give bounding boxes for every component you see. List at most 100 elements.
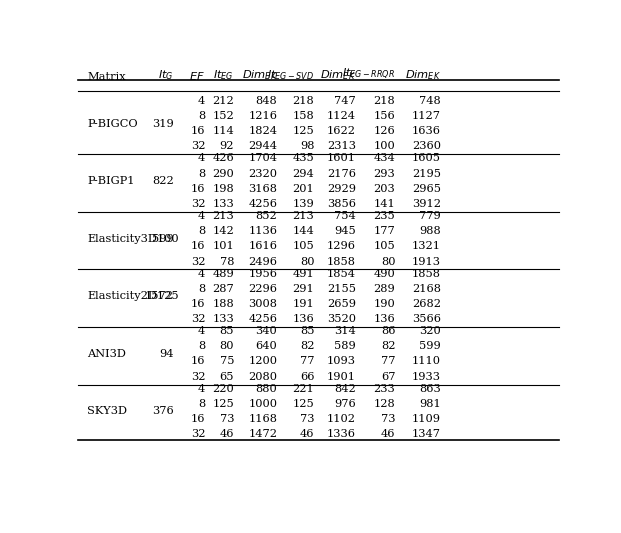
Text: 1472: 1472 [248,429,278,439]
Text: 82: 82 [381,341,396,351]
Text: 1572: 1572 [145,292,174,301]
Text: 2176: 2176 [327,168,356,179]
Text: 73: 73 [220,414,234,424]
Text: 2320: 2320 [248,168,278,179]
Text: 133: 133 [212,199,234,209]
Text: 3008: 3008 [248,299,278,309]
Text: 1110: 1110 [412,357,441,367]
Text: 294: 294 [292,168,314,179]
Text: 1854: 1854 [327,269,356,279]
Text: 32: 32 [191,199,205,209]
Text: $It_{EG}$: $It_{EG}$ [214,69,234,83]
Text: ANI3D: ANI3D [87,349,126,359]
Text: Elasticity2D125: Elasticity2D125 [87,292,179,301]
Text: 1200: 1200 [248,357,278,367]
Text: 2313: 2313 [327,141,356,151]
Text: 863: 863 [419,384,441,394]
Text: 152: 152 [212,111,234,121]
Text: 589: 589 [334,341,356,351]
Text: 8: 8 [198,226,205,236]
Text: 32: 32 [191,141,205,151]
Text: 213: 213 [212,211,234,221]
Text: 218: 218 [292,96,314,106]
Text: 1601: 1601 [327,154,356,164]
Text: 4256: 4256 [248,314,278,324]
Text: 2659: 2659 [327,299,356,309]
Text: 1824: 1824 [248,126,278,136]
Text: 842: 842 [334,384,356,394]
Text: 8: 8 [198,399,205,409]
Text: 489: 489 [212,269,234,279]
Text: 8: 8 [198,168,205,179]
Text: SKY3D: SKY3D [87,407,127,416]
Text: 599: 599 [419,341,441,351]
Text: 105: 105 [292,241,314,252]
Text: 754: 754 [334,211,356,221]
Text: 319: 319 [152,119,174,128]
Text: 73: 73 [381,414,396,424]
Text: 66: 66 [300,372,314,382]
Text: 1109: 1109 [412,414,441,424]
Text: 2496: 2496 [248,256,278,266]
Text: $EF$: $EF$ [189,70,205,83]
Text: 85: 85 [300,326,314,336]
Text: 1093: 1093 [327,357,356,367]
Text: 126: 126 [373,126,396,136]
Text: 822: 822 [152,176,174,186]
Text: 981: 981 [419,399,441,409]
Text: 142: 142 [212,226,234,236]
Text: 8: 8 [198,341,205,351]
Text: $It_{EG-SVD}$: $It_{EG-SVD}$ [267,69,314,83]
Text: 32: 32 [191,372,205,382]
Text: 32: 32 [191,314,205,324]
Text: 426: 426 [212,154,234,164]
Text: 80: 80 [381,256,396,266]
Text: $Dim_{EK}$: $Dim_{EK}$ [405,69,441,83]
Text: 1913: 1913 [412,256,441,266]
Text: 1102: 1102 [327,414,356,424]
Text: 2929: 2929 [327,184,356,194]
Text: 2682: 2682 [412,299,441,309]
Text: 220: 220 [212,384,234,394]
Text: 32: 32 [191,256,205,266]
Text: 125: 125 [292,126,314,136]
Text: $Dim_{EK}$: $Dim_{EK}$ [320,69,356,83]
Text: 290: 290 [212,168,234,179]
Text: 156: 156 [373,111,396,121]
Text: 434: 434 [373,154,396,164]
Text: 1622: 1622 [327,126,356,136]
Text: 32: 32 [191,429,205,439]
Text: 16: 16 [191,126,205,136]
Text: 4: 4 [198,326,205,336]
Text: 212: 212 [212,96,234,106]
Text: 233: 233 [373,384,396,394]
Text: 98: 98 [300,141,314,151]
Text: 287: 287 [212,284,234,294]
Text: 177: 177 [373,226,396,236]
Text: $It_{EG-RRQR}$: $It_{EG-RRQR}$ [342,67,396,83]
Text: 376: 376 [152,407,174,416]
Text: 16: 16 [191,414,205,424]
Text: 201: 201 [292,184,314,194]
Text: 75: 75 [220,357,234,367]
Text: 779: 779 [419,211,441,221]
Text: 4: 4 [198,154,205,164]
Text: 1901: 1901 [327,372,356,382]
Text: 1216: 1216 [248,111,278,121]
Text: 340: 340 [256,326,278,336]
Text: 293: 293 [373,168,396,179]
Text: 491: 491 [292,269,314,279]
Text: 77: 77 [300,357,314,367]
Text: 2360: 2360 [412,141,441,151]
Text: 78: 78 [220,256,234,266]
Text: 1933: 1933 [412,372,441,382]
Text: 136: 136 [292,314,314,324]
Text: 1000: 1000 [248,399,278,409]
Text: $Dim_{EK}$: $Dim_{EK}$ [242,69,278,83]
Text: 1347: 1347 [412,429,441,439]
Text: 82: 82 [300,341,314,351]
Text: 16: 16 [191,299,205,309]
Text: 1168: 1168 [248,414,278,424]
Text: 640: 640 [256,341,278,351]
Text: 3856: 3856 [327,199,356,209]
